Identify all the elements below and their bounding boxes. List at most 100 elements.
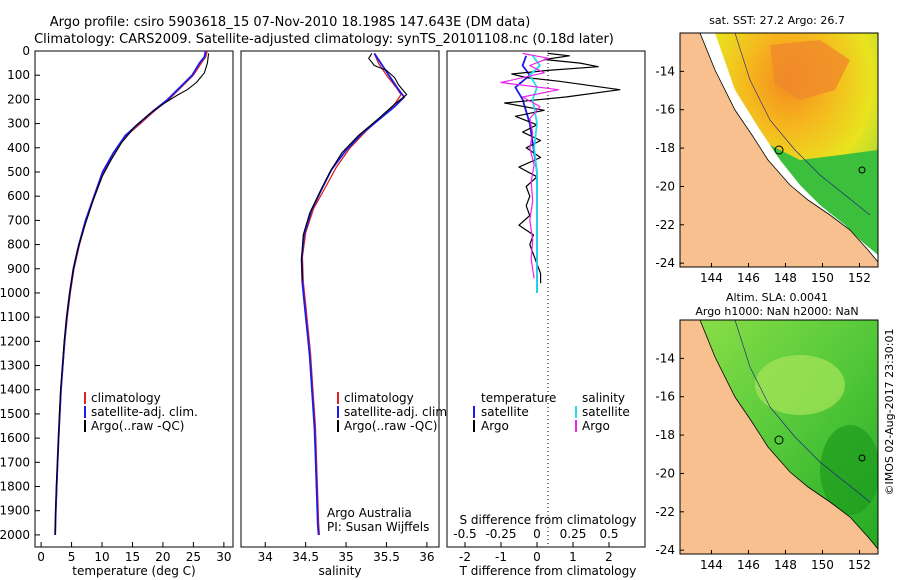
lat-tick-label: -22 — [655, 218, 675, 232]
sla-light-patch — [755, 355, 845, 415]
x-tick-label: 2 — [605, 550, 613, 564]
legend-s-satellite-label: satellite — [582, 405, 630, 419]
depth-tick-label: 500 — [7, 165, 30, 179]
sla-map-title-line1: Altim. SLA: 0.0041 — [726, 291, 828, 304]
temperature-panel-frame — [34, 50, 234, 548]
temperature-panel: 0100200300400500600700800900100011001200… — [0, 44, 234, 578]
lon-tick-label: 144 — [700, 558, 723, 572]
legend-temperature-header: temperature — [481, 391, 556, 405]
temperature-axis-label: temperature (deg C) — [72, 564, 195, 578]
x-tick-label: 15 — [125, 550, 140, 564]
lon-tick-label: 150 — [811, 558, 834, 572]
difference-panel: -2 -1 0 1 2 -0.5 -0.25 0 0.25 0.5 S difference fr… — [446, 50, 646, 578]
temperature-lines — [54, 50, 210, 535]
depth-axis: 0 100 200 300 400 500 600 700 800 900 1000 1100 1200… — [0, 44, 40, 542]
sla-map-title-line2: Argo h1000: NaN h2000: NaN — [695, 305, 858, 318]
depth-tick-label: 1000 — [0, 286, 30, 300]
sla-dark-patch — [820, 425, 878, 515]
legend-t-satellite-label: satellite — [481, 405, 529, 419]
imos-timestamp: ©IMOS 02-Aug-2017 23:30:01 — [883, 329, 896, 496]
x-tick-label: 35 — [338, 550, 353, 564]
temperature-x-axis: 0 5 10 15 20 25 30 — [37, 542, 232, 564]
salinity-axis-label: salinity — [318, 564, 361, 578]
x-tick-label: 34.5 — [292, 550, 319, 564]
sst-secondary-marker — [858, 166, 866, 174]
x-tick-label: -1 — [495, 550, 507, 564]
depth-tick-label: 600 — [7, 189, 30, 203]
depth-tick-label: 1900 — [0, 504, 30, 518]
lon-tick-label: 148 — [774, 558, 797, 572]
series-line-salinity-satellite — [528, 55, 541, 293]
depth-tick-label: 400 — [7, 141, 30, 155]
legend-t-argo-label: Argo — [481, 419, 509, 433]
x-tick-label: 36 — [419, 550, 434, 564]
lon-tick-label: 146 — [737, 558, 760, 572]
pi-label: PI: Susan Wijffels — [327, 520, 429, 534]
depth-tick-label: 1400 — [0, 383, 30, 397]
salinity-lines — [300, 52, 408, 535]
depth-tick-label: 200 — [7, 92, 30, 106]
sla-secondary-marker — [858, 454, 866, 462]
lat-tick-label: -20 — [655, 466, 675, 480]
salinity-legend: climatology satellite-adj. clim. Argo(..… — [337, 391, 451, 433]
lon-tick-label: 148 — [774, 271, 797, 285]
lat-tick-label: -14 — [655, 351, 675, 365]
lat-tick-label: -22 — [655, 505, 675, 519]
legend-climatology-label: climatology — [344, 391, 414, 405]
depth-tick-label: 700 — [7, 213, 30, 227]
sla-contour — [734, 320, 871, 503]
temperature-legend: climatology satellite-adj. clim. Argo(..… — [84, 391, 198, 433]
lon-tick-label: 150 — [811, 271, 834, 285]
argo-australia-label: Argo Australia — [327, 506, 412, 520]
lon-tick-label: 144 — [700, 271, 723, 285]
depth-tick-label: 2000 — [0, 528, 30, 542]
legend-s-argo-label: Argo — [582, 419, 610, 433]
lat-tick-label: -20 — [655, 179, 675, 193]
sst-map-axes: 144 146 148 150 152 -14 -16 -18 -20 -22 -24 — [655, 64, 871, 285]
x-tick-label: 34 — [258, 550, 273, 564]
figure-title-line2: Climatology: CARS2009. Satellite-adjuste… — [34, 32, 614, 47]
sst-map-frame — [679, 32, 879, 268]
s-tick-label: -0.5 — [453, 527, 476, 541]
t-difference-label: T difference from climatology — [459, 564, 637, 578]
depth-tick-label: 900 — [7, 262, 30, 276]
lat-tick-label: -18 — [655, 141, 675, 155]
depth-tick-label: 100 — [7, 68, 30, 82]
lon-tick-label: 152 — [848, 558, 871, 572]
sst-map-panel: sat. SST: 27.2 Argo: 26.7 — [655, 14, 879, 285]
difference-panel-frame — [446, 50, 646, 548]
s-tick-label: -0.25 — [485, 527, 516, 541]
x-tick-label: 0 — [533, 550, 541, 564]
x-tick-label: -2 — [459, 550, 471, 564]
difference-lines — [500, 52, 621, 293]
legend-satellite-label: satellite-adj. clim. — [91, 405, 198, 419]
x-tick-label: 0 — [37, 550, 45, 564]
lat-tick-label: -16 — [655, 103, 675, 117]
legend-climatology-label: climatology — [91, 391, 161, 405]
series-line-climatology — [301, 53, 402, 535]
sla-coastline — [699, 320, 878, 550]
depth-tick-label: 1600 — [0, 431, 30, 445]
salinity-panel: 34 34.5 35 35.5 36 salinity climatology sate… — [240, 50, 451, 578]
s-tick-label: 0 — [533, 527, 541, 541]
depth-tick-label: 1100 — [0, 310, 30, 324]
legend-satellite-label: satellite-adj. clim. — [344, 405, 451, 419]
sst-orange-patch — [770, 40, 850, 100]
x-tick-label: 35.5 — [373, 550, 400, 564]
sla-map-axes: 144 146 148 150 152 -14 -16 -18 -20 -22 -24 — [655, 351, 871, 572]
figure-title-line1: Argo profile: csiro 5903618_15 07-Nov-20… — [50, 15, 531, 30]
sla-land — [680, 320, 878, 554]
depth-tick-label: 800 — [7, 238, 30, 252]
series-line-argo-raw-qc- — [301, 53, 408, 281]
x-tick-label: 5 — [68, 550, 76, 564]
s-tick-label: 0.5 — [599, 527, 618, 541]
depth-tick-label: 1300 — [0, 359, 30, 373]
series-line-argo-raw-qc- — [54, 53, 210, 535]
difference-legend: temperature salinity satellite Argo sate… — [473, 391, 630, 433]
x-tick-label: 20 — [155, 550, 170, 564]
lon-tick-label: 146 — [737, 271, 760, 285]
legend-salinity-header: salinity — [582, 391, 625, 405]
salinity-x-axis: 34 34.5 35 35.5 36 — [258, 542, 435, 564]
sst-land — [680, 33, 878, 267]
